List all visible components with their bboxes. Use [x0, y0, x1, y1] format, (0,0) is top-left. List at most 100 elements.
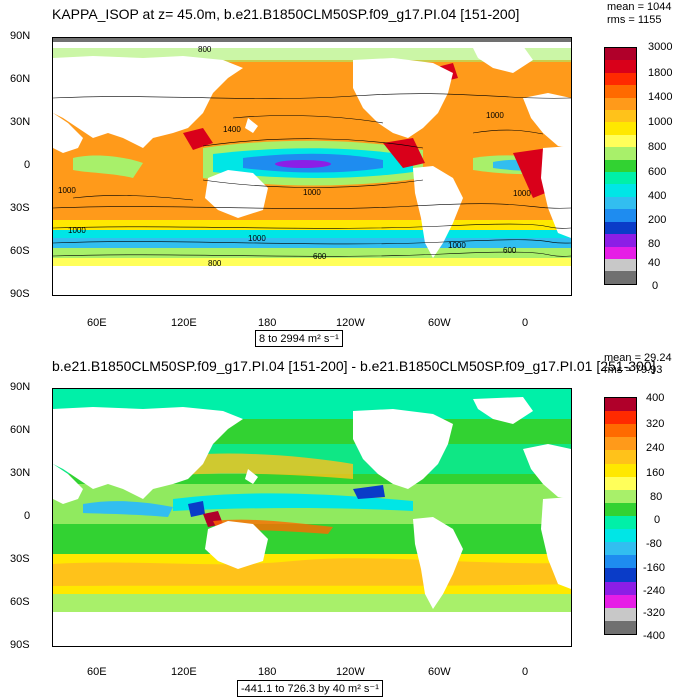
- top-colorbar-swatch: [605, 196, 636, 210]
- top-antarctica: [53, 266, 571, 295]
- bottom-lat-label: 30N: [10, 467, 31, 479]
- top-contour-4: [53, 239, 571, 245]
- bottom-lat-label: 60N: [10, 424, 31, 436]
- top-africa-east: [53, 113, 83, 153]
- bottom-cbar-label: 400: [646, 392, 665, 404]
- top-contour-10: [72, 195, 194, 201]
- bottom-lon-label: 0: [522, 666, 529, 678]
- top-lat-label: 30S: [10, 202, 30, 214]
- top-south-america: [413, 166, 463, 258]
- bottom-cbar-label: -160: [643, 562, 666, 574]
- bottom-colorbar-swatch: [605, 437, 636, 451]
- bottom-colorbar-swatch: [605, 398, 636, 412]
- top-cbar-label: 80: [648, 238, 661, 250]
- top-cbar-label: 1800: [648, 67, 673, 79]
- top-cbar-label: 600: [648, 166, 667, 178]
- bottom-colorbar-swatch: [605, 476, 636, 490]
- bottom-cbar-label: 160: [646, 467, 665, 479]
- top-contour-label: 600: [503, 246, 517, 255]
- bottom-colorbar: [604, 397, 637, 635]
- bottom-lat-label: 30S: [10, 553, 30, 565]
- top-lat-label: 0: [24, 159, 31, 171]
- top-colorbar-swatch: [605, 85, 636, 98]
- top-eq-core: [275, 160, 331, 168]
- bottom-panel-title: b.e21.B1850CLM50SP.f09_g17.PI.04 [151-20…: [52, 358, 656, 374]
- top-lon-label: 60E: [87, 317, 107, 329]
- top-contour-label: 1400: [223, 125, 241, 134]
- top-contour-5: [53, 251, 571, 257]
- bottom-cbar-label: -320: [643, 607, 666, 619]
- top-colorbar-swatch: [605, 184, 636, 197]
- bottom-colorbar-swatch: [605, 594, 636, 608]
- bottom-cbar-label: 0: [654, 514, 661, 526]
- bottom-north-america: [353, 409, 453, 489]
- top-australia: [205, 170, 268, 218]
- top-contours: [53, 93, 571, 257]
- top-colorbar-swatch: [605, 60, 636, 73]
- top-madagascar: [563, 183, 571, 198]
- bottom-colorbar-swatch: [605, 515, 636, 530]
- bottom-cbar-label: -240: [643, 585, 666, 597]
- top-land: [53, 46, 571, 258]
- top-colorbar: [604, 47, 637, 285]
- bottom-lon-label: 120W: [336, 666, 365, 678]
- top-colorbar-swatch: [605, 48, 636, 61]
- top-colorbar-swatch: [605, 221, 636, 235]
- bottom-japan: [245, 469, 258, 484]
- bottom-so-band-green: [53, 594, 571, 612]
- bottom-colorbar-swatch: [605, 489, 636, 503]
- bottom-lon-label: 60E: [87, 666, 107, 678]
- top-rms-value: rms = 1155: [607, 14, 662, 26]
- top-panel-title: KAPPA_ISOP at z= 45.0m, b.e21.B1850CLM50…: [52, 6, 520, 22]
- top-coastal-high-1: [183, 128, 213, 150]
- top-contour-label: 1000: [513, 189, 531, 198]
- bottom-colorbar-swatch: [605, 555, 636, 569]
- bottom-lon-label: 180: [258, 666, 277, 678]
- top-lon-label: 60W: [428, 317, 451, 329]
- top-cbar-label: 400: [648, 190, 667, 202]
- top-cbar-label: 40: [648, 257, 661, 269]
- top-cbar-label: 200: [648, 214, 667, 226]
- bottom-map-svg: [53, 389, 571, 646]
- bottom-greenland: [473, 397, 533, 424]
- bottom-colorbar-swatch: [605, 463, 636, 477]
- top-lat-label: 90N: [10, 30, 31, 42]
- bottom-antarctica: [53, 612, 571, 646]
- bottom-cbar-label: 240: [646, 442, 665, 454]
- bottom-rms-value: rms = 79.93: [604, 364, 663, 376]
- top-coastal-high-2: [383, 138, 425, 168]
- top-so-band-2: [53, 230, 571, 240]
- bottom-cbar-label: -400: [643, 630, 666, 642]
- top-colorbar-swatch: [605, 246, 636, 259]
- bottom-lon-label: 60W: [428, 666, 451, 678]
- top-contour-label: 1000: [303, 188, 321, 197]
- top-colorbar-swatch: [605, 122, 636, 135]
- top-so-band-4: [53, 248, 571, 260]
- top-contour-2: [53, 203, 571, 209]
- top-colorbar-swatch: [605, 159, 636, 173]
- top-lat-label: 60S: [10, 245, 30, 257]
- bottom-lat-label: 0: [24, 510, 31, 522]
- top-contour-label-group: 800 1400 1000 1000 1000 1000 1000 1000 6…: [58, 45, 531, 268]
- bottom-colorbar-swatch: [605, 529, 636, 543]
- top-lat-label: 90S: [10, 288, 30, 300]
- top-cbar-label: 0: [652, 280, 659, 292]
- bottom-south-america: [413, 517, 463, 609]
- top-contour-label: 1000: [486, 111, 504, 120]
- top-lat-label: 30N: [10, 116, 31, 128]
- top-contour-7: [202, 179, 424, 188]
- top-contour-1: [53, 93, 571, 99]
- top-lat-label: 60N: [10, 73, 31, 85]
- bottom-colorbar-swatch: [605, 502, 636, 516]
- bottom-lon-label: 120E: [171, 666, 197, 678]
- top-contour-6: [202, 138, 424, 149]
- bottom-colorbar-swatch: [605, 581, 636, 595]
- top-contour-8: [232, 115, 384, 124]
- bottom-lat-label: 90N: [10, 381, 31, 393]
- top-io-band: [73, 155, 143, 178]
- top-contour-label: 1000: [58, 186, 76, 195]
- bottom-australia: [205, 521, 268, 569]
- top-europe-africa-west: [523, 93, 571, 148]
- bottom-mean-value: mean = 29.24: [604, 352, 672, 364]
- top-contour-3: [53, 223, 571, 229]
